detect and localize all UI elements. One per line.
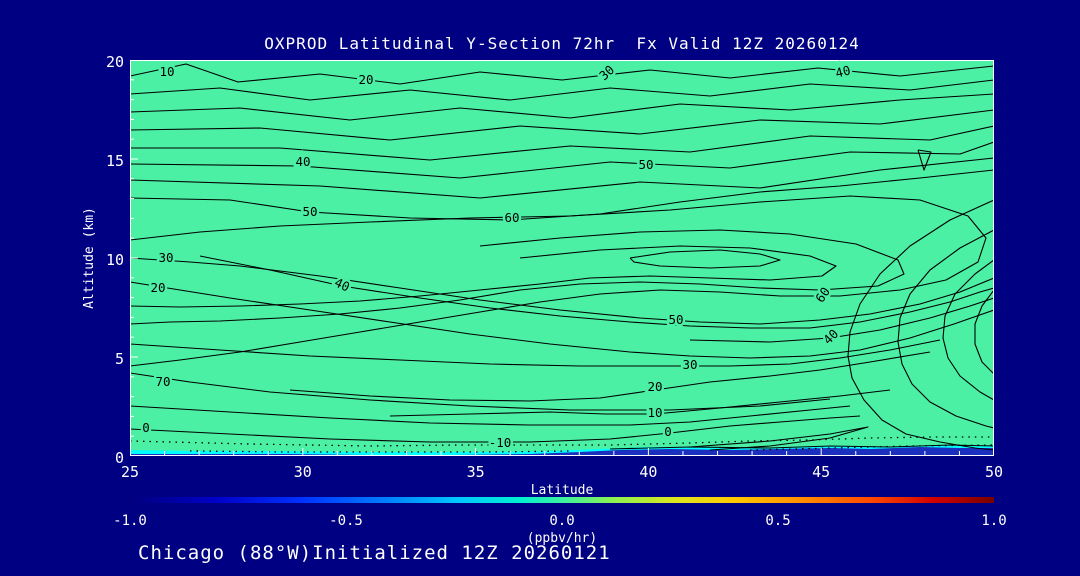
contour-line <box>974 289 994 375</box>
plot-bg <box>130 60 994 456</box>
contour-label: 30 <box>158 250 173 265</box>
y-tick-label: 10 <box>105 251 124 269</box>
contour-line <box>130 157 994 199</box>
contour-line <box>130 195 987 367</box>
x-tick-label: 50 <box>984 463 1004 481</box>
negative-contour-line <box>749 444 994 451</box>
contour-label: 50 <box>302 204 317 219</box>
contour-line <box>130 79 994 101</box>
contour-label: 20 <box>358 72 373 87</box>
contour-line <box>917 149 932 171</box>
contour-line <box>130 63 994 85</box>
contour-line <box>130 93 994 121</box>
contour-label: 10 <box>159 64 174 79</box>
negative-contour-line <box>130 436 994 447</box>
page-title: OXPROD Latitudinal Y-Section 72hr Fx Val… <box>264 34 860 53</box>
contour-label: 70 <box>155 374 170 389</box>
contour-line <box>199 255 994 329</box>
colorbar-tick-label: -0.5 <box>329 513 363 529</box>
contour-line <box>689 297 994 343</box>
contour-line <box>130 125 994 161</box>
contour-line <box>130 405 851 426</box>
contour-label: 50 <box>638 157 653 172</box>
y-tick-label: 5 <box>114 350 124 368</box>
contour-line <box>942 259 994 401</box>
plot-frame <box>130 60 994 456</box>
contour-line <box>847 199 994 451</box>
x-tick-label: 30 <box>293 463 312 481</box>
contour-plot: 10 20 30 40 40 50 50 60 30 20 40 60 50 40 70 30 20 10 0 0 -1… <box>130 60 994 456</box>
contour-line <box>130 257 994 325</box>
y-tick-label: 0 <box>114 449 124 467</box>
contour-line <box>629 249 781 269</box>
contour-label: 30 <box>682 357 697 372</box>
contour-label: 20 <box>150 280 165 295</box>
contour-label: 40 <box>834 62 852 80</box>
colorbar <box>130 497 994 503</box>
contour-line <box>609 444 994 450</box>
contour-label: 10 <box>647 405 662 420</box>
contour-line <box>389 389 891 417</box>
contour-line <box>130 415 861 443</box>
colorbar-units: (ppbv/hr) <box>526 531 598 546</box>
contour-label: 20 <box>647 379 662 394</box>
x-axis-label: Latitude <box>530 483 594 498</box>
x-tick-label: 45 <box>812 463 831 481</box>
contour-label: 60 <box>504 210 519 225</box>
init-info-text: Chicago (88°W)Initialized 12Z 20260121 <box>138 542 611 564</box>
colorbar-tick-label: -1.0 <box>113 513 147 529</box>
contour-line <box>130 281 994 359</box>
contour-label: 40 <box>295 154 310 169</box>
y-tick-label: 20 <box>105 53 124 71</box>
colorbar-tick-label: 1.0 <box>981 513 1007 529</box>
contour-line <box>130 372 831 411</box>
contour-line <box>130 245 837 308</box>
contour-line <box>130 141 994 179</box>
contour-line <box>897 229 994 429</box>
contour-label: 0 <box>664 424 672 439</box>
contour-label: 50 <box>668 312 683 327</box>
contour-line <box>130 109 994 141</box>
contour-label: -10 <box>489 435 512 450</box>
contour-label: 0 <box>142 420 150 435</box>
contour-line <box>689 426 869 451</box>
x-tick-label: 35 <box>466 463 485 481</box>
colorbar-tick-label: 0.5 <box>765 513 791 529</box>
colorbar-tick-label: 0.0 <box>549 513 575 529</box>
contour-line <box>130 229 905 325</box>
y-tick-label: 15 <box>105 152 124 170</box>
x-tick-label: 40 <box>639 463 658 481</box>
x-tick-label: 25 <box>120 463 140 481</box>
near-surface-blue-band <box>130 447 994 456</box>
contour-line <box>289 351 931 402</box>
